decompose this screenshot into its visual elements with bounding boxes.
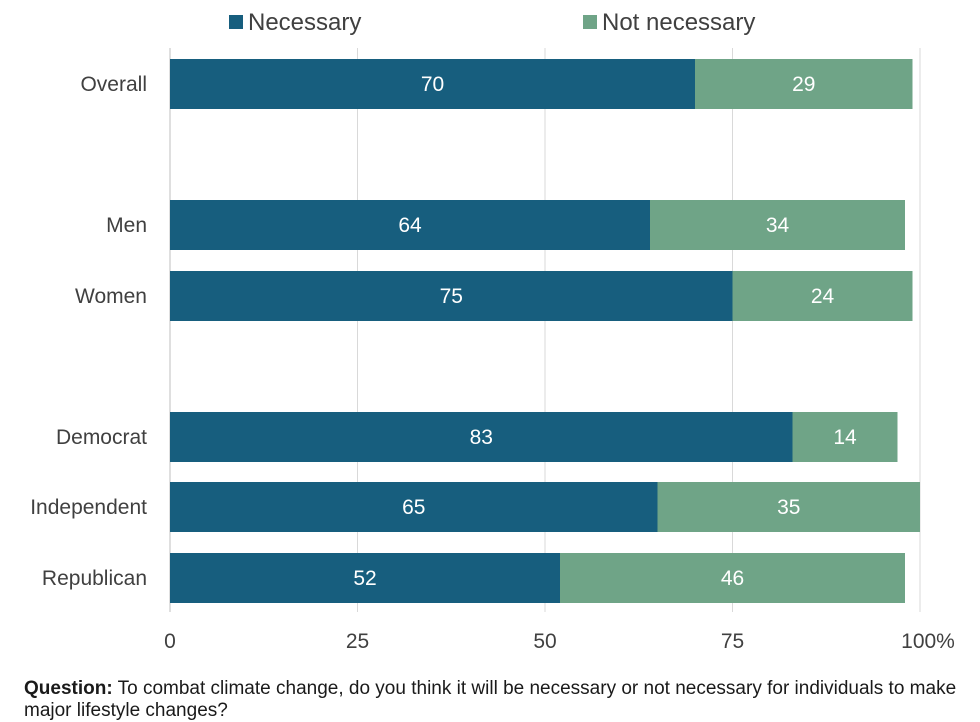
category-label: Men <box>106 214 147 237</box>
data-label: 34 <box>766 214 790 237</box>
data-label: 24 <box>811 285 835 308</box>
x-tick-label: 50 <box>533 630 556 653</box>
question-note: Question: To combat climate change, do y… <box>24 678 964 722</box>
bar-necessary <box>170 482 658 532</box>
legend-swatch <box>229 15 243 29</box>
category-label: Independent <box>30 496 147 519</box>
bar-necessary <box>170 59 695 109</box>
data-label: 46 <box>721 567 744 590</box>
legend-label: Necessary <box>248 9 361 36</box>
data-label: 83 <box>470 426 493 449</box>
question-label: Question: <box>24 678 113 699</box>
legend: Necessary Not necessary <box>229 9 755 36</box>
data-label: 70 <box>421 73 444 96</box>
category-label: Overall <box>80 73 147 96</box>
bar-necessary <box>170 271 733 321</box>
bar-not-necessary <box>560 553 905 603</box>
data-label: 64 <box>398 214 422 237</box>
data-label: 65 <box>402 496 425 519</box>
legend-swatch <box>583 15 597 29</box>
bar-not-necessary <box>650 200 905 250</box>
bar-necessary <box>170 553 560 603</box>
x-tick-label: 25 <box>346 630 369 653</box>
question-text: To combat climate change, do you think i… <box>24 678 957 721</box>
category-label: Democrat <box>56 426 147 449</box>
legend-label: Not necessary <box>602 9 755 36</box>
data-label: 75 <box>440 285 463 308</box>
bar-not-necessary <box>792 412 898 462</box>
x-tick-label: 100% <box>901 630 955 653</box>
bar-not-necessary <box>732 271 913 321</box>
category-labels: Overall Men Women Democrat Independent Republ… <box>30 73 147 590</box>
bar-necessary <box>170 200 650 250</box>
x-tick-label: 75 <box>721 630 744 653</box>
data-label: 35 <box>777 496 800 519</box>
bar-necessary <box>170 412 793 462</box>
category-label: Republican <box>42 567 147 590</box>
x-axis-ticks: 0 25 50 75 100% <box>164 630 955 653</box>
data-label: 29 <box>792 73 815 96</box>
bar-not-necessary <box>695 59 913 109</box>
bars: 70 29 64 34 75 24 83 14 65 35 52 46 <box>170 59 920 603</box>
category-label: Women <box>75 285 147 308</box>
x-tick-label: 0 <box>164 630 176 653</box>
data-label: 52 <box>353 567 376 590</box>
data-label: 14 <box>833 426 857 449</box>
bar-not-necessary <box>657 482 920 532</box>
